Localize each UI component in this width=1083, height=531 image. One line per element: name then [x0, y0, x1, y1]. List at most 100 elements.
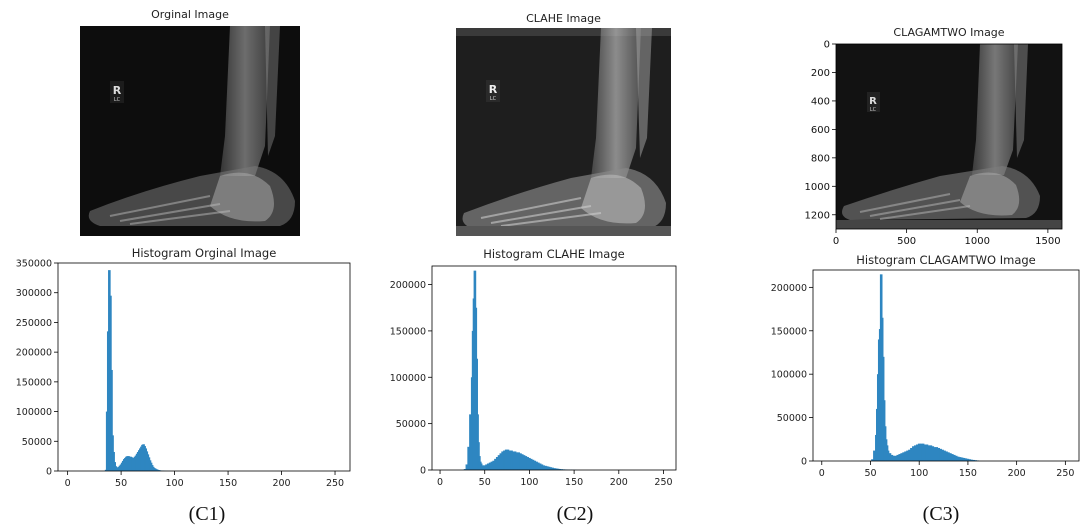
histogram-bar — [508, 450, 512, 470]
histogram-bar — [112, 451, 115, 471]
histogram-bar — [545, 466, 549, 470]
histogram-bar — [522, 455, 526, 470]
image-x-tick-label: 1000 — [965, 236, 990, 247]
xray-image-clahe: R LC — [456, 28, 671, 236]
xray-marker-lc: LC — [870, 107, 877, 113]
y-tick-label: 50000 — [22, 437, 52, 448]
x-tick-label: 200 — [610, 477, 628, 486]
y-tick-label: 100000 — [16, 407, 52, 418]
histogram-bar — [526, 457, 529, 470]
histogram-bar — [943, 450, 946, 461]
histogram-bar — [469, 414, 472, 470]
histogram-bar — [958, 457, 962, 461]
x-tick-label: 200 — [1008, 468, 1026, 479]
histogram-bar — [515, 452, 519, 470]
plot-frame — [812, 269, 1080, 462]
x-tick-label: 250 — [326, 478, 344, 489]
histogram-bar — [538, 463, 542, 470]
xray-marker-lc: LC — [490, 96, 497, 102]
histogram-bar — [547, 466, 551, 470]
y-tick-label: 50000 — [777, 413, 807, 424]
histogram-bar — [951, 454, 954, 461]
histogram-bar — [917, 443, 921, 461]
histogram-bar — [495, 457, 499, 470]
plot-frame — [431, 265, 677, 471]
x-tick-label: 50 — [479, 477, 491, 486]
image-title-1: Orginal Image — [151, 8, 229, 21]
xray-marker-r: R — [869, 96, 877, 107]
histogram-bar — [937, 447, 940, 461]
plot-frame — [57, 262, 351, 472]
histogram-bar — [931, 446, 935, 461]
histogram-bar — [960, 457, 964, 461]
y-tick-label: 100000 — [771, 370, 807, 381]
image-y-tick-label: 600 — [811, 125, 830, 136]
histogram-bar — [970, 459, 974, 461]
histogram-title: Histogram CLAGAMTWO Image — [856, 254, 1036, 267]
histogram-bar — [467, 446, 470, 470]
histogram-bar — [556, 468, 560, 470]
histogram-bar — [962, 457, 966, 461]
histogram-bar — [529, 458, 533, 470]
image-axes: 0 500 1000 1500 0 200 400 600 800 1000 1200 — [805, 40, 1061, 247]
histogram-bar — [886, 450, 890, 461]
histogram-bar — [914, 445, 917, 461]
histogram-bar — [929, 445, 933, 461]
y-tick-label: 150000 — [771, 326, 807, 337]
histogram-bar — [900, 453, 903, 461]
histogram-bar — [533, 460, 537, 470]
histogram-bar — [551, 467, 554, 470]
histogram-bar — [531, 459, 535, 470]
histogram-bar — [558, 468, 562, 470]
caption-c3: (C3) — [922, 503, 960, 525]
histogram-bar — [904, 451, 907, 461]
histogram-bar — [537, 462, 540, 470]
histogram-bar — [506, 449, 510, 470]
image-y-tick-label: 0 — [824, 40, 830, 51]
xray-marker-r: R — [113, 84, 122, 97]
histogram-bar — [949, 453, 952, 461]
histogram-bar — [110, 369, 113, 471]
histogram-bar — [494, 458, 497, 470]
y-tick-label: 150000 — [16, 377, 52, 388]
image-y-tick-label: 1000 — [805, 182, 830, 193]
histogram-bar — [487, 463, 490, 470]
histogram-bar — [906, 450, 909, 461]
y-tick-label: 50000 — [396, 419, 426, 430]
y-tick-label: 300000 — [16, 288, 52, 299]
histogram-bar — [540, 464, 544, 470]
histogram-bar — [483, 465, 487, 470]
histogram-bar — [923, 444, 927, 461]
histogram-bar — [544, 465, 547, 470]
histogram-bar — [898, 454, 902, 461]
xray-marker-lc: LC — [114, 97, 121, 103]
histogram-bar — [902, 452, 905, 461]
y-tick-label: 200000 — [771, 283, 807, 294]
y-tick-label: 0 — [46, 467, 52, 478]
histogram-title: Histogram Orginal Image — [132, 246, 277, 260]
histogram-bar — [513, 451, 517, 470]
histogram-bar — [560, 469, 563, 470]
histogram-original: Histogram Orginal Image 0 50 100 150 200 250 0 5… — [16, 246, 351, 489]
histogram-bar — [504, 449, 508, 470]
y-tick-label: 350000 — [16, 259, 52, 270]
histogram-bar — [888, 453, 892, 461]
y-tick-label: 100000 — [390, 373, 426, 384]
histogram-bar — [933, 447, 937, 461]
image-title-3: CLAGAMTWO Image — [893, 26, 1005, 39]
histogram-bar — [490, 461, 494, 470]
x-tick-label: 150 — [565, 477, 583, 486]
histogram-clahe: Histogram CLAHE Image 0 50 100 150 200 250 0 500… — [390, 247, 677, 486]
histogram-bar — [968, 459, 972, 461]
x-tick-label: 100 — [520, 477, 538, 486]
x-tick-label: 0 — [65, 478, 71, 489]
x-tick-label: 200 — [272, 478, 290, 489]
histogram-bar — [956, 456, 960, 461]
image-y-tick-label: 800 — [811, 153, 830, 164]
x-tick-label: 50 — [115, 478, 127, 489]
caption-c1: (C1) — [188, 503, 226, 525]
histogram-bar — [549, 467, 553, 470]
image-y-tick-label: 400 — [811, 96, 830, 107]
histogram-bar — [485, 464, 488, 470]
image-x-tick-label: 1500 — [1035, 236, 1060, 247]
